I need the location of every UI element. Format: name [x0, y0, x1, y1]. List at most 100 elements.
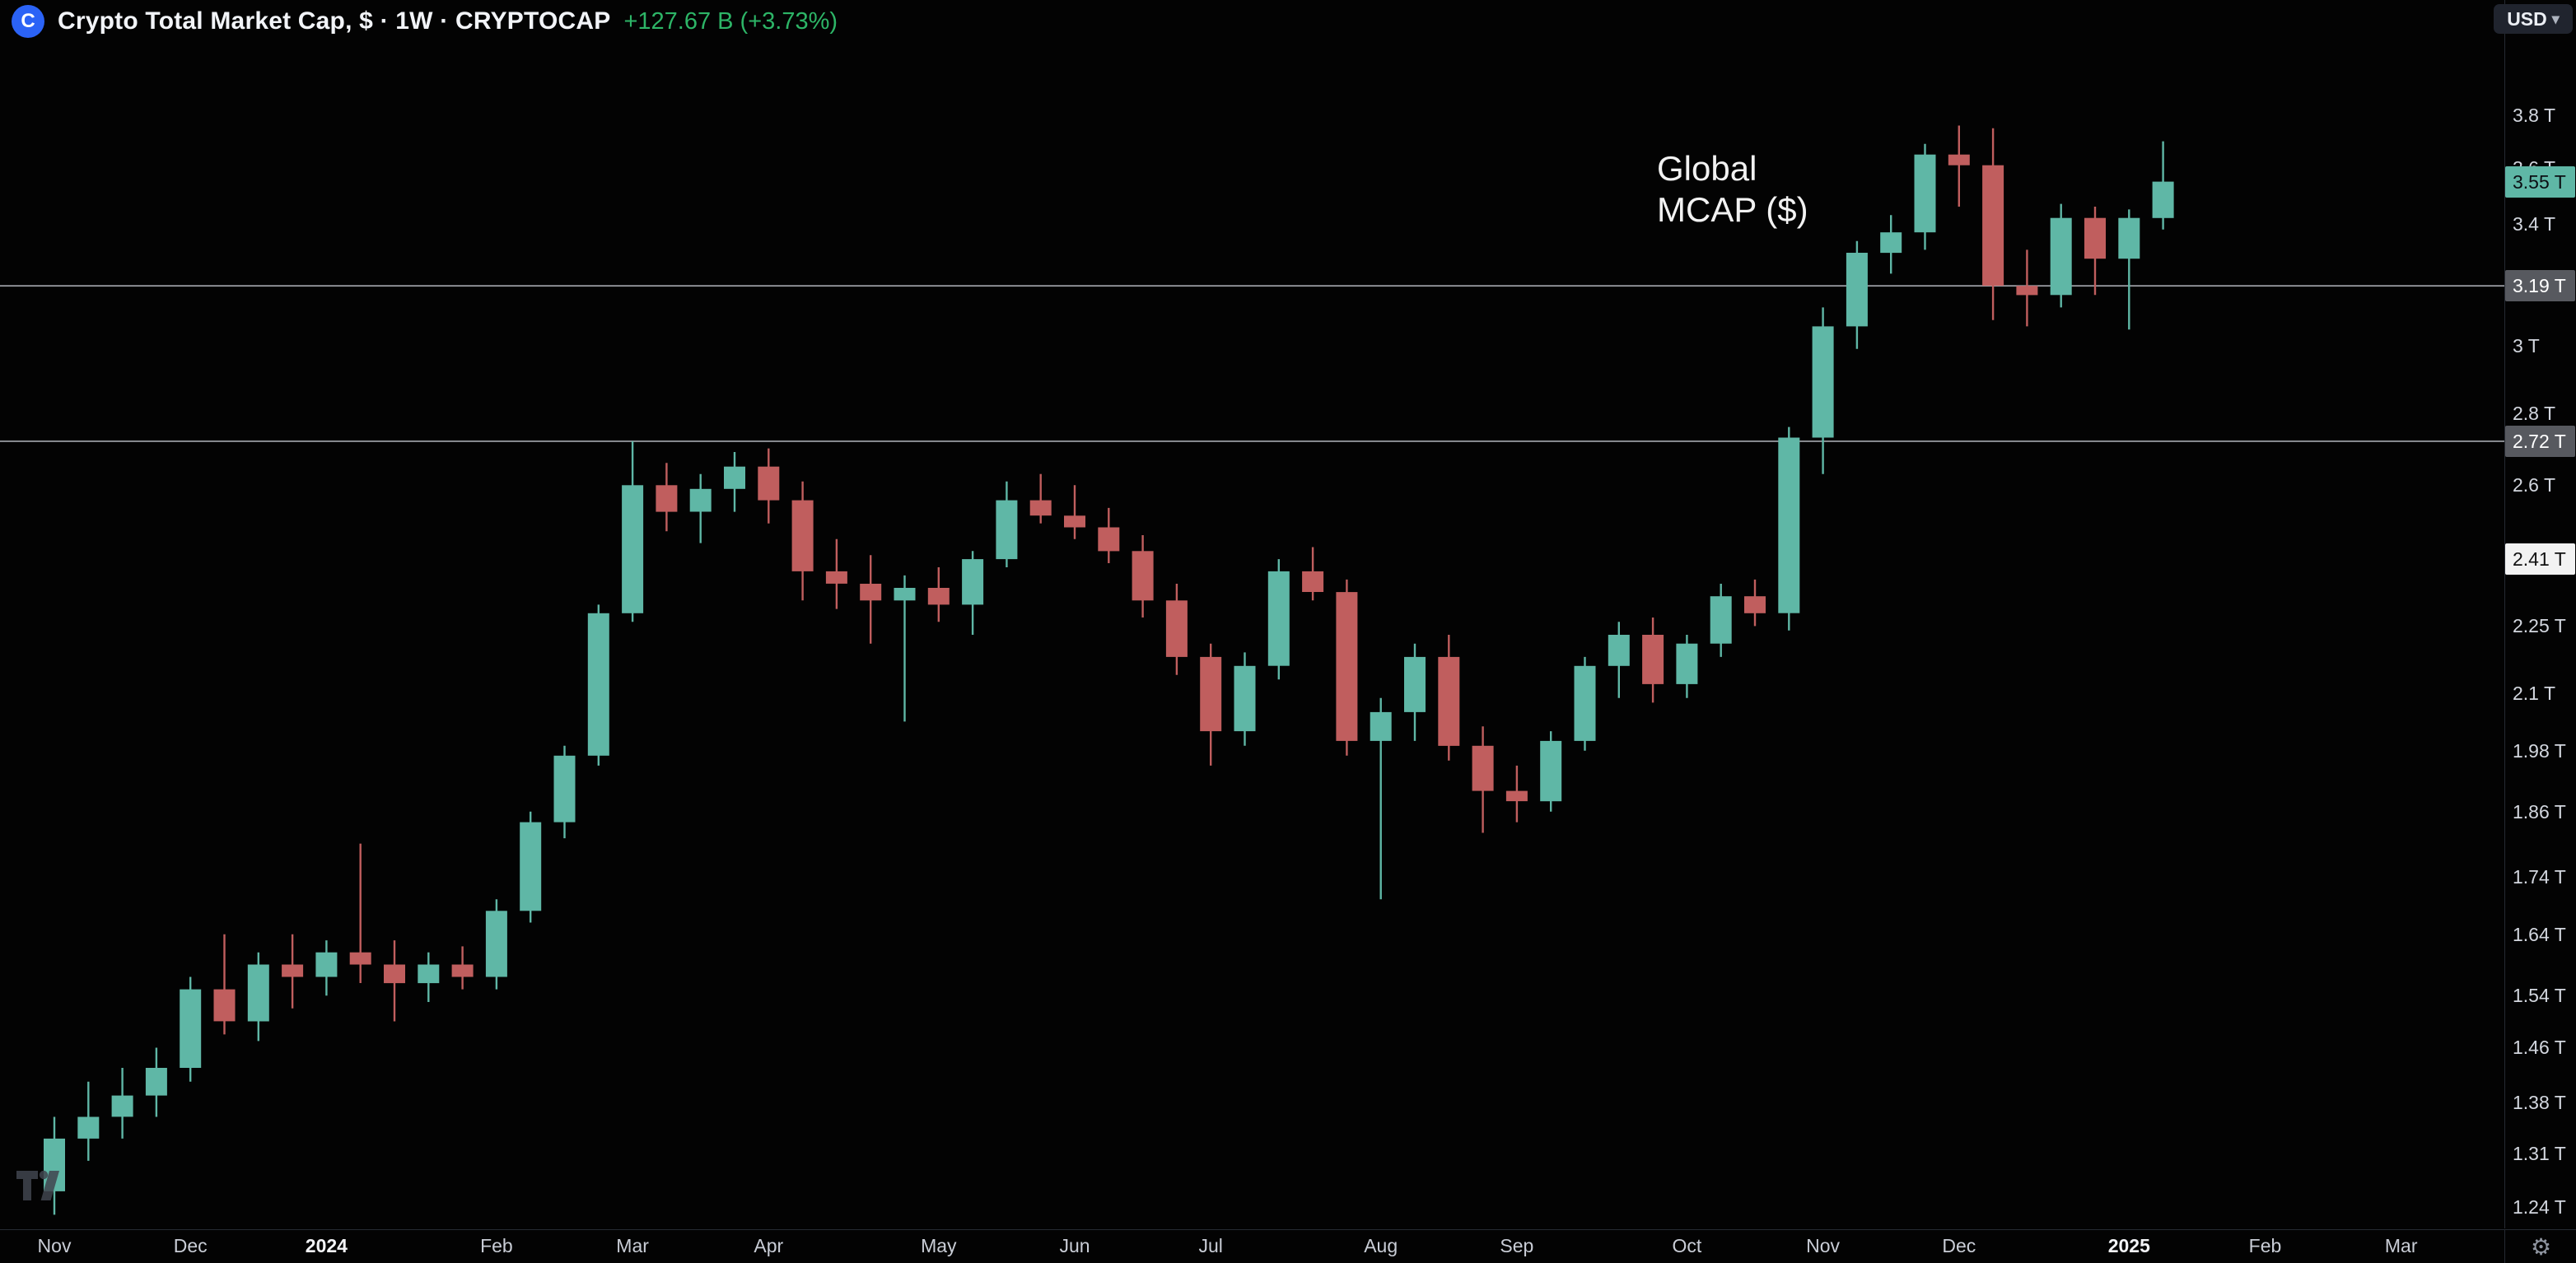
candle — [1676, 635, 1698, 698]
time-tick-label: Apr — [754, 1235, 784, 1256]
candle — [77, 1081, 100, 1161]
candle — [791, 481, 814, 601]
candle — [894, 575, 916, 722]
symbol-logo-icon[interactable]: C — [12, 5, 44, 38]
time-tick-label: Mar — [616, 1235, 649, 1256]
candle — [1336, 579, 1358, 756]
candle — [1880, 215, 1902, 274]
price-badge-last-price: 3.55 T — [2505, 165, 2575, 198]
candle — [1642, 618, 1664, 703]
price-tick-label: 1.86 T — [2513, 800, 2566, 823]
candle — [451, 946, 474, 990]
time-tick-label: Nov — [37, 1235, 72, 1256]
candle — [1267, 559, 1290, 680]
candle — [1846, 240, 1868, 349]
candle — [2118, 209, 2140, 330]
candle — [860, 555, 882, 644]
price-tick-label: 3.8 T — [2513, 105, 2555, 126]
candle — [1608, 622, 1630, 698]
price-tick-label: 1.31 T — [2513, 1142, 2566, 1164]
price-badge-level-label: 2.41 T — [2505, 543, 2575, 576]
candle — [656, 463, 678, 532]
candle — [1438, 635, 1460, 761]
candle — [315, 940, 338, 996]
candle — [384, 940, 405, 1022]
candle — [1165, 584, 1188, 675]
currency-label: USD — [2507, 7, 2547, 30]
candle — [520, 811, 542, 923]
price-axis[interactable]: 3.8 T3.6 T3.4 T3 T2.8 T2.6 T2.25 T2.1 T1… — [2504, 0, 2576, 1228]
price-tick-label: 1.38 T — [2513, 1092, 2566, 1114]
candle — [213, 934, 236, 1035]
candle — [1132, 535, 1154, 618]
candle — [1370, 697, 1392, 900]
currency-selector[interactable]: USD ▾ — [2494, 4, 2573, 34]
candle — [622, 440, 644, 622]
candle — [962, 551, 984, 635]
symbol-title[interactable]: Crypto Total Market Cap, $ · 1W · CRYPTO… — [58, 7, 611, 35]
time-tick-label: Sep — [1500, 1235, 1534, 1256]
time-tick-label: Aug — [1364, 1235, 1398, 1256]
candle — [180, 976, 202, 1082]
candle — [724, 452, 745, 512]
time-tick-label: Nov — [1806, 1235, 1841, 1256]
candle — [1948, 125, 1970, 207]
price-badge-level-label: 2.72 T — [2505, 425, 2575, 457]
price-tick-label: 2.1 T — [2513, 683, 2555, 705]
candle — [1064, 485, 1085, 539]
chevron-down-icon: ▾ — [2551, 11, 2560, 27]
time-tick-label: 2025 — [2107, 1235, 2150, 1256]
candle — [282, 934, 304, 1009]
candle — [1098, 507, 1120, 563]
text-annotation[interactable]: Global MCAP ($) — [1657, 148, 1808, 231]
candle — [758, 448, 780, 524]
candle — [1710, 584, 1732, 657]
horizontal-price-lines[interactable] — [0, 285, 2504, 442]
time-axis[interactable]: Nov Dec 2024 Feb Mar Apr May Jun Jul Aug Sep Oct Nov… — [0, 1229, 2504, 1263]
candle — [1778, 426, 1800, 631]
candle — [1029, 473, 1052, 524]
price-badge-level-label: 3.19 T — [2505, 270, 2575, 302]
candle — [1234, 652, 1256, 746]
annotation-line-2: MCAP ($) — [1657, 190, 1808, 229]
candle — [1540, 731, 1562, 812]
time-tick-label: Mar — [2384, 1235, 2418, 1256]
axis-corner: ⚙ — [2504, 1229, 2576, 1263]
time-tick-label: Feb — [480, 1235, 513, 1256]
price-tick-label: 1.64 T — [2513, 923, 2566, 945]
candle — [1574, 656, 1596, 751]
time-tick-label: Feb — [2248, 1235, 2282, 1256]
price-tick-label: 1.54 T — [2513, 985, 2566, 1007]
price-tick-label: 1.98 T — [2513, 739, 2566, 762]
candle — [996, 481, 1018, 567]
candle — [2016, 249, 2038, 327]
candle — [1812, 307, 1834, 474]
time-tick-label: Dec — [173, 1235, 208, 1256]
candle — [349, 843, 371, 983]
settings-icon[interactable]: ⚙ — [2530, 1233, 2552, 1260]
candle — [111, 1068, 133, 1139]
candle — [247, 952, 269, 1042]
candle — [1982, 128, 2004, 320]
candle — [1200, 643, 1222, 766]
tradingview-watermark-logo[interactable] — [15, 1167, 66, 1211]
candle — [1302, 547, 1324, 601]
symbol-logo-letter: C — [21, 10, 35, 32]
time-tick-label: 2024 — [305, 1235, 348, 1256]
candle — [485, 899, 507, 990]
candle — [1472, 726, 1494, 833]
time-tick-label: Jun — [1059, 1235, 1090, 1256]
candle — [418, 952, 440, 1002]
time-tick-label: Dec — [1942, 1235, 1976, 1256]
candle — [2084, 207, 2106, 296]
candle — [2152, 141, 2174, 230]
candle — [1404, 643, 1426, 741]
chart-canvas[interactable] — [0, 0, 2504, 1228]
candle — [1505, 765, 1528, 823]
candlestick-series — [44, 125, 2174, 1215]
price-change: +127.67 B (+3.73%) — [623, 7, 838, 35]
candle — [689, 473, 712, 543]
price-tick-label: 2.8 T — [2513, 402, 2555, 424]
candle — [825, 538, 847, 609]
